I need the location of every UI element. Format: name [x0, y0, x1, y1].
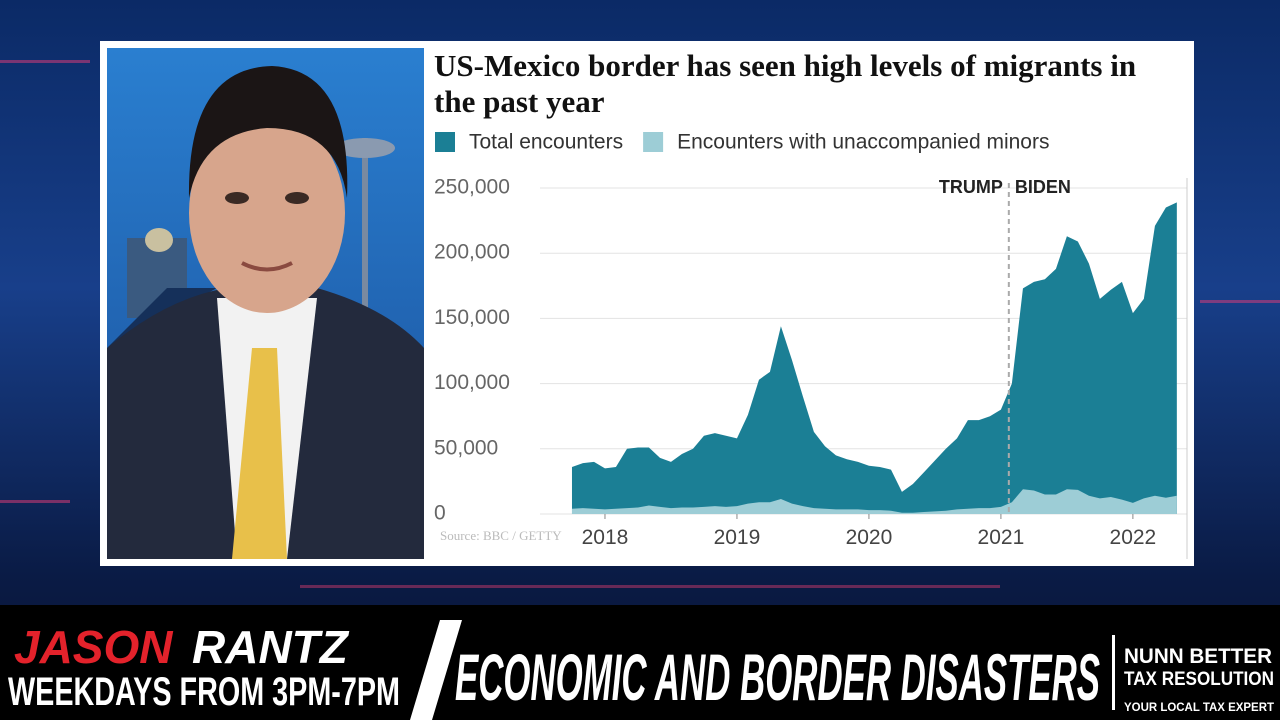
x-tick-label: 2021	[978, 526, 1025, 549]
x-tick-label: 2018	[582, 526, 629, 549]
x-tick-label: 2020	[846, 526, 893, 549]
sponsor-line1: NUNN BETTER	[1124, 645, 1272, 668]
legend-label: Encounters with unaccompanied minors	[677, 131, 1049, 154]
legend-swatch	[435, 132, 455, 152]
bg-streak	[1200, 300, 1280, 303]
sponsor-tagline: YOUR LOCAL TAX EXPERT	[1124, 700, 1275, 714]
show-schedule: WEEKDAYS FROM 3PM-7PM	[8, 670, 400, 714]
x-tick-label: 2019	[714, 526, 761, 549]
area	[571, 489, 1177, 514]
bg-streak	[0, 60, 90, 63]
headline: ECONOMIC AND BORDER DISASTERS	[455, 640, 1100, 714]
legend-swatch	[643, 132, 664, 152]
chart: 0 50,000 100,000 150,000 200,000 250,000 2018 2…	[434, 131, 1188, 559]
area	[571, 202, 1177, 514]
x-tick-label: 2022	[1110, 526, 1157, 549]
chart-panel: US-Mexico border has seen high levels of…	[430, 48, 1190, 559]
y-tick-label: 50,000	[434, 436, 498, 459]
lower-third-graphic: JASON RANTZ WEEKDAYS FROM 3PM-7PM ECONOM…	[8, 620, 1275, 720]
y-tick-label: 0	[434, 502, 446, 525]
lower-third: JASON RANTZ WEEKDAYS FROM 3PM-7PM ECONOM…	[0, 605, 1280, 720]
presenter-illustration	[107, 48, 424, 559]
show-name-red: JASON	[14, 621, 173, 673]
y-tick-label: 150,000	[434, 306, 510, 329]
y-tick-label: 100,000	[434, 371, 510, 394]
sponsor-line2: TAX RESOLUTION	[1124, 669, 1274, 690]
chart-title: US-Mexico border has seen high levels of…	[434, 48, 1137, 119]
y-tick-label: 250,000	[434, 176, 510, 199]
legend-label: Total encounters	[469, 131, 623, 154]
presenter-photo	[107, 48, 424, 559]
divider-label-left: TRUMP	[939, 177, 1003, 197]
divider-label-right: BIDEN	[1015, 177, 1071, 197]
y-tick-label: 200,000	[434, 241, 510, 264]
bg-streak	[0, 500, 70, 503]
show-name-white: RANTZ	[192, 621, 350, 673]
bg-streak	[300, 585, 1000, 588]
source-note: Source: BBC / GETTY	[440, 528, 562, 543]
